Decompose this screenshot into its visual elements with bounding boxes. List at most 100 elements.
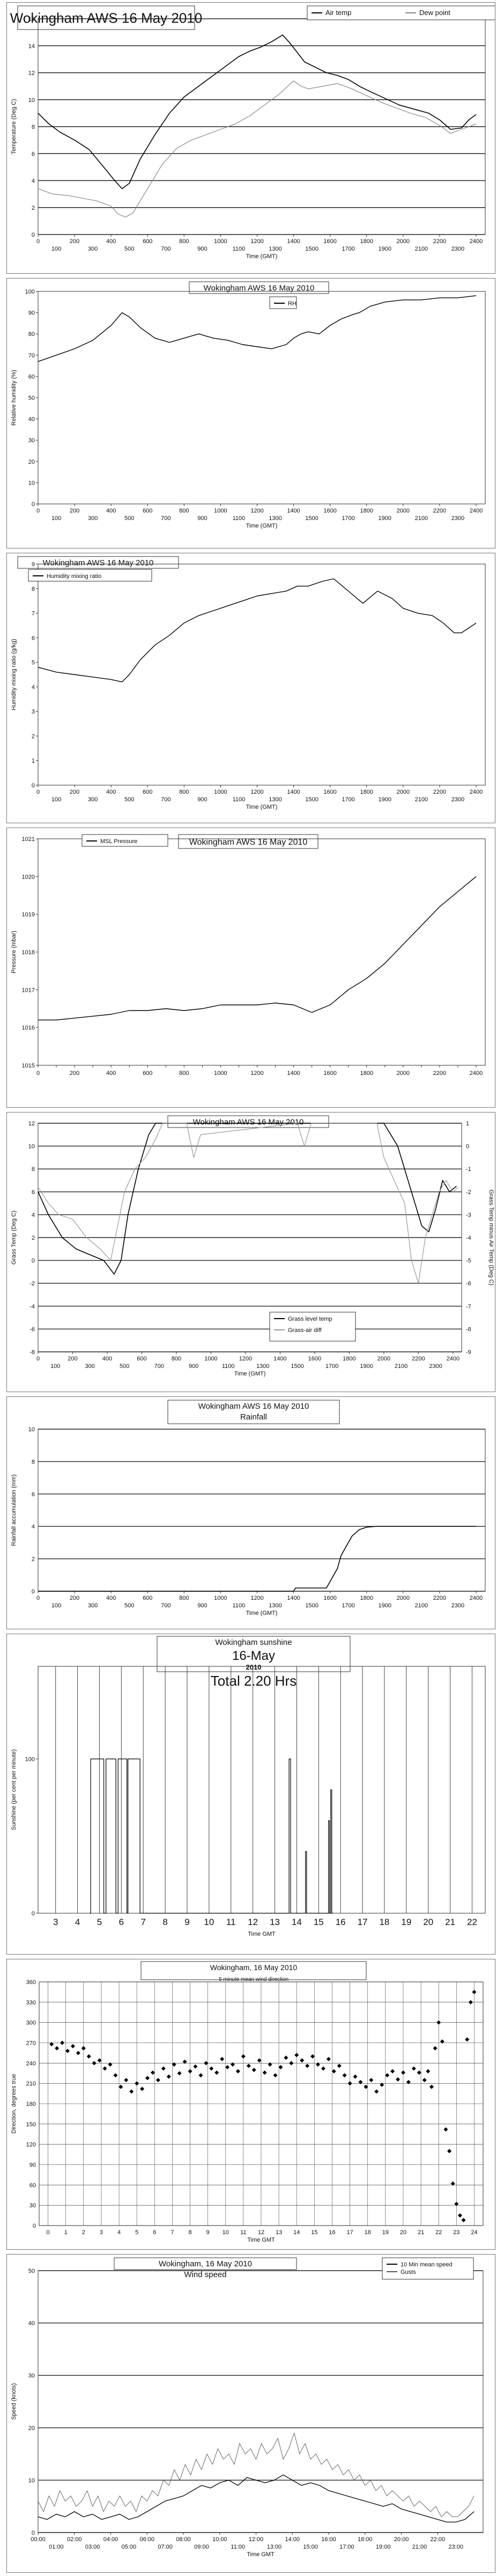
data-point xyxy=(241,2054,246,2059)
x-tick-label: 4 xyxy=(75,1917,80,1927)
y2-tick-label: -9 xyxy=(466,1349,471,1356)
data-point xyxy=(220,2057,225,2061)
x-tick-label: 20 xyxy=(423,1917,433,1927)
y-tick-label: 60 xyxy=(29,2182,36,2189)
y2-axis-label: Grass Temp minus Air Temp (Deg C) xyxy=(488,1190,494,1286)
data-point xyxy=(49,2042,54,2047)
legend-box xyxy=(81,834,168,847)
data-point xyxy=(284,2055,288,2060)
y-tick-label: 6 xyxy=(32,1189,35,1196)
x-tick-label: 100 xyxy=(51,796,61,803)
x-tick-label: 900 xyxy=(197,246,207,252)
y-tick-label: 2 xyxy=(32,205,35,211)
x-tick-label: 2300 xyxy=(429,1363,442,1370)
x-tick-label: 2100 xyxy=(415,246,428,252)
x-tick-label: 0 xyxy=(36,508,40,514)
y-tick-label: 6 xyxy=(32,151,35,157)
x-tick-label: 600 xyxy=(143,1070,152,1077)
data-point xyxy=(385,2073,390,2078)
x-tick-label: 2100 xyxy=(415,1602,428,1609)
data-point xyxy=(118,2084,123,2089)
data-point xyxy=(251,2067,256,2072)
x-tick-label: 2400 xyxy=(470,508,483,514)
x-tick-label: 2300 xyxy=(451,1602,464,1609)
x-tick-label: 800 xyxy=(179,508,189,514)
y-tick-label: 1021 xyxy=(22,836,35,843)
chart-svg: Wokingham AWS 16 May 2010 0 1 2 3 4 5 6 7 8 9 0 200 4… xyxy=(11,556,486,810)
x-tick-label: 14:00 xyxy=(285,2536,300,2543)
data-point xyxy=(422,2077,427,2082)
data-point xyxy=(124,2077,129,2082)
x-tick-label: 1200 xyxy=(250,1070,263,1077)
x-tick-label: 600 xyxy=(143,238,152,245)
x-tick-label: 2 xyxy=(82,2229,85,2236)
x-tick-label: 2000 xyxy=(397,1070,410,1077)
y-tick-label: 16 xyxy=(28,16,35,23)
x-tick-label: 1100 xyxy=(222,1363,235,1370)
x-tick-label: 12:00 xyxy=(249,2536,264,2543)
y-axis-label: Relative humidity (%) xyxy=(11,370,17,426)
data-point xyxy=(433,2046,438,2051)
x-tick-label: 500 xyxy=(124,246,134,252)
x-tick-label: 10:00 xyxy=(212,2536,227,2543)
y-tick-label: 30 xyxy=(29,2202,36,2209)
data-point xyxy=(113,2073,118,2078)
data-point xyxy=(310,2054,315,2059)
x-tick-label: 1500 xyxy=(305,1602,318,1609)
chart-title: Wokingham sunshine xyxy=(215,1638,292,1647)
x-tick-label: 6 xyxy=(119,1917,124,1927)
title-box xyxy=(178,834,318,849)
y-tick-label: 10 xyxy=(28,2477,35,2484)
x-tick-label: 1000 xyxy=(214,1595,227,1601)
chart-svg: Wokingham, 16 May 2010 Wind speed 0 10 20 30 4… xyxy=(11,2257,484,2558)
data-point xyxy=(214,2070,219,2075)
x-tick-label: 22 xyxy=(467,1917,477,1927)
data-point xyxy=(326,2057,331,2061)
series-line xyxy=(38,1123,457,1275)
chart-subtitle: Rainfall xyxy=(240,1413,267,1422)
x-tick-label: 100 xyxy=(51,515,61,522)
y-tick-label: 12 xyxy=(28,1121,35,1127)
y2-tick-label: 0 xyxy=(466,1144,469,1150)
legend-label: Gusts xyxy=(401,2269,416,2275)
x-tick-label: 7 xyxy=(141,1917,146,1927)
x-tick-label: 18 xyxy=(379,1917,389,1927)
data-point xyxy=(225,2065,230,2069)
data-point xyxy=(390,2069,395,2074)
y-axis-label: Rainfall accumulation (mm) xyxy=(11,1474,17,1546)
x-tick-label: 16:00 xyxy=(321,2536,336,2543)
data-point xyxy=(102,2066,107,2071)
y-tick-label: 50 xyxy=(28,395,35,401)
x-tick-label: 800 xyxy=(179,238,189,245)
x-tick-label: 2400 xyxy=(470,789,483,795)
y-tick-label: 4 xyxy=(32,1524,35,1530)
y-axis-label: Direction, degrees true xyxy=(11,2074,17,2133)
data-point xyxy=(246,2063,251,2068)
x-tick-label: 200 xyxy=(70,789,79,795)
x-tick-label: 1500 xyxy=(305,515,318,522)
x-tick-label: 22:00 xyxy=(431,2536,446,2543)
y-tick-label: 0 xyxy=(32,1911,35,1917)
x-tick-label: 700 xyxy=(161,1602,171,1609)
x-tick-label: 1300 xyxy=(269,515,281,522)
x-axis-label: Time GMT xyxy=(247,2551,275,2558)
x-tick-label: 1300 xyxy=(256,1363,269,1370)
x-tick-label: 0 xyxy=(36,1356,40,1362)
data-point xyxy=(347,2081,352,2086)
x-tick-label: 300 xyxy=(85,1363,95,1370)
x-tick-label: 19 xyxy=(382,2229,389,2236)
y2-tick-label: -1 xyxy=(466,1166,471,1173)
data-point xyxy=(342,2073,347,2078)
x-tick-label: 2400 xyxy=(470,238,483,245)
data-point xyxy=(289,2061,294,2066)
data-point xyxy=(81,2046,86,2051)
y-tick-label: 8 xyxy=(32,1459,35,1465)
y-axis-label: Grass Temp (Deg C) xyxy=(11,1211,17,1265)
y-tick-label: 210 xyxy=(26,2081,36,2087)
x-tick-label: 1600 xyxy=(323,789,336,795)
y-tick-label: 120 xyxy=(26,2142,36,2148)
data-point xyxy=(450,2181,455,2186)
x-tick-label: 20:00 xyxy=(394,2536,409,2543)
chart-year: 2010 xyxy=(246,1663,262,1671)
data-point xyxy=(262,2070,267,2075)
